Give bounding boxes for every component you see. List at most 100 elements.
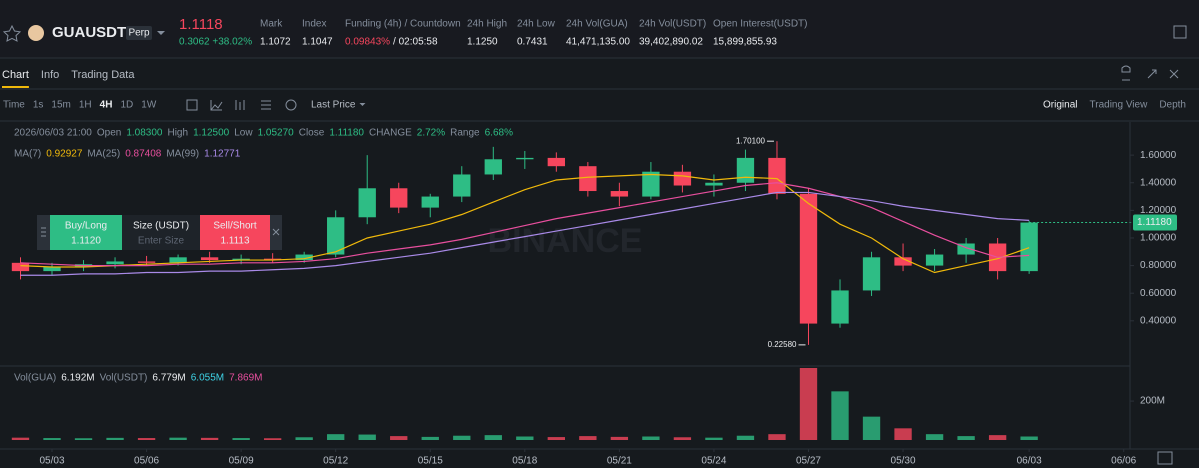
interval[interactable]: 1D [120, 100, 133, 111]
info-label: High [167, 128, 188, 139]
volume-bar [358, 434, 376, 440]
interval: Time [3, 100, 25, 111]
buy-label[interactable]: Buy/Long [65, 221, 107, 232]
y-tick-label: 0.60000 [1140, 288, 1177, 299]
price-change: 0.3062 +38.02% [179, 37, 252, 48]
volume-bar [579, 436, 597, 440]
ma-line [20, 173, 1030, 274]
volume-bar [799, 368, 818, 440]
info-label: Close [299, 128, 325, 139]
tab[interactable]: Trading Data [71, 69, 135, 81]
sell-price[interactable]: 1.1113 [220, 236, 250, 247]
info-value: 1.12500 [193, 128, 230, 139]
vol-legend-value: 6.192M [61, 373, 94, 384]
dropdown-icon[interactable] [359, 103, 366, 106]
sell-button[interactable] [200, 215, 270, 250]
candle-body [831, 290, 849, 324]
candle-body [11, 262, 30, 272]
candle-body [106, 261, 124, 265]
info-value: 2.72% [417, 128, 445, 139]
vol-legend-value: 6.779M [152, 373, 185, 384]
interval[interactable]: 1s [33, 100, 44, 111]
info-value: 6.68% [485, 128, 513, 139]
buy-button[interactable] [50, 215, 122, 250]
candle-body [137, 261, 156, 263]
volume-bar [200, 437, 219, 440]
perp-tag: Perp [128, 28, 150, 39]
stat-value: 1.1047 [302, 37, 333, 48]
widget-icons [41, 227, 280, 237]
favorite-icon[interactable] [2, 24, 22, 42]
info-value: 1.05270 [258, 128, 295, 139]
volume-bar [768, 434, 786, 440]
tab[interactable]: Info [41, 69, 59, 81]
y-tick-label: 0.80000 [1140, 260, 1177, 271]
x-tick-label: 05/27 [796, 456, 821, 467]
candle-body [799, 193, 818, 324]
view-option[interactable]: Original [1043, 100, 1077, 111]
stat-value: 41,471,135.00 [566, 37, 630, 48]
candle-body [579, 166, 597, 192]
volume-bar [263, 438, 282, 440]
volume-bar [106, 437, 124, 440]
candle-body [421, 196, 439, 208]
candle-body [453, 174, 471, 197]
ma-legend-name: MA(7) [14, 149, 41, 160]
stat-label: 24h Low [517, 19, 556, 30]
ma-legend-value: 0.87408 [125, 149, 162, 160]
volume-bar [862, 416, 881, 440]
interval[interactable]: 15m [51, 100, 70, 111]
candle-body [547, 157, 565, 167]
candle-body [484, 159, 502, 175]
size-label: Size (USDT) [133, 221, 189, 232]
volume-bar [169, 437, 187, 440]
interval[interactable]: 4H [100, 100, 113, 111]
dropdown-icon[interactable] [157, 31, 165, 35]
size-placeholder[interactable]: Enter Size [138, 236, 185, 247]
stat-label: 24h High [467, 19, 507, 30]
tab[interactable]: Chart [2, 69, 29, 81]
price-type[interactable]: Last Price [311, 100, 356, 111]
volume-bar [390, 436, 408, 440]
stat-value: 1.1072 [260, 37, 291, 48]
candle-body [768, 157, 786, 194]
symbol[interactable]: GUAUSDT [52, 24, 126, 41]
vol-legend-value: 7.869M [229, 373, 262, 384]
info-label: Range [450, 128, 480, 139]
sell-label[interactable]: Sell/Short [213, 221, 257, 232]
candle-body [642, 171, 660, 197]
x-tick-label: 05/21 [607, 456, 632, 467]
x-tick-label: 05/12 [323, 456, 348, 467]
stat-value: 15,899,855.93 [713, 37, 777, 48]
volume-bar [736, 435, 755, 440]
volume-bar [74, 438, 93, 440]
candle-body [1020, 222, 1038, 272]
candle-body [358, 188, 376, 218]
x-tick-label: 06/03 [1017, 456, 1042, 467]
size-input[interactable] [122, 215, 200, 250]
candle-body [327, 217, 345, 255]
buy-price[interactable]: 1.1120 [71, 236, 101, 247]
toolbar-icons[interactable] [186, 99, 297, 111]
candle-body [925, 254, 944, 266]
volume-bar [421, 436, 439, 440]
view-option[interactable]: Trading View [1090, 100, 1149, 111]
vol-tick-label: 200M [1140, 396, 1165, 407]
info-label: Low [234, 128, 253, 139]
chart-tools[interactable] [1121, 65, 1179, 81]
x-tick-label: 05/15 [418, 456, 443, 467]
volume-bar [327, 434, 345, 440]
interval[interactable]: 1H [79, 100, 92, 111]
candle-body [295, 254, 313, 261]
tool-icons[interactable] [1121, 65, 1179, 81]
y-tick-label: 1.60000 [1140, 150, 1177, 161]
interval[interactable]: 1W [141, 100, 157, 111]
view-option[interactable]: Depth [1159, 100, 1186, 111]
stat-label: Mark [260, 19, 283, 30]
info-value: 1.08300 [126, 128, 163, 139]
settings-icon[interactable] [1157, 451, 1173, 465]
volume-bar [11, 437, 30, 440]
stat-value: 39,402,890.02 [639, 37, 703, 48]
settings-icon[interactable] [1173, 25, 1187, 39]
vol-legend-label: Vol(USDT) [100, 373, 148, 384]
